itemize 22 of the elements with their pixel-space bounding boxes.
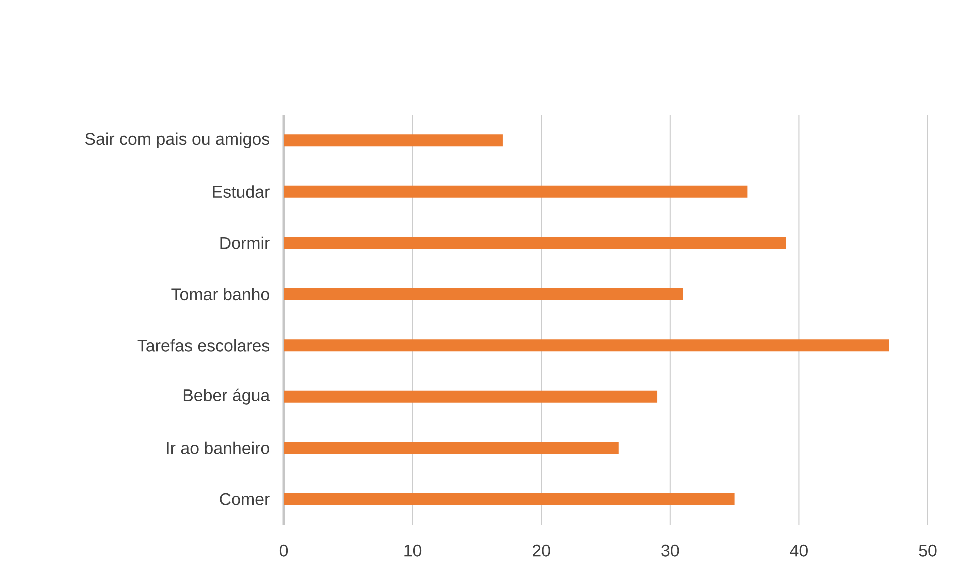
- y-tick-label: Sair com pais ou amigos: [85, 132, 270, 149]
- x-tick-label: 20: [533, 544, 550, 557]
- x-tick-label: 0: [280, 544, 288, 557]
- bar: [284, 390, 658, 403]
- bar: [284, 442, 619, 454]
- y-tick-label: Comer: [220, 493, 270, 506]
- bar: [284, 134, 503, 147]
- x-tick-label: 30: [662, 544, 680, 557]
- y-tick-label: Tarefas escolares: [138, 339, 270, 352]
- bar: [284, 186, 748, 198]
- bar: [284, 340, 890, 352]
- y-tick-label: Ir ao banheiro: [167, 442, 270, 454]
- x-tick-label: 10: [404, 544, 422, 557]
- bar: [284, 493, 735, 506]
- y-tick-label: Beber água: [184, 388, 270, 405]
- bar: [284, 288, 684, 300]
- bar: [284, 237, 786, 250]
- y-tick-label: Dormir: [220, 236, 270, 250]
- y-tick-label: Estudar: [213, 186, 270, 198]
- x-tick-label: 50: [919, 544, 937, 557]
- y-tick-label: Tomar banho: [172, 288, 270, 301]
- x-tick-label: 40: [790, 544, 808, 557]
